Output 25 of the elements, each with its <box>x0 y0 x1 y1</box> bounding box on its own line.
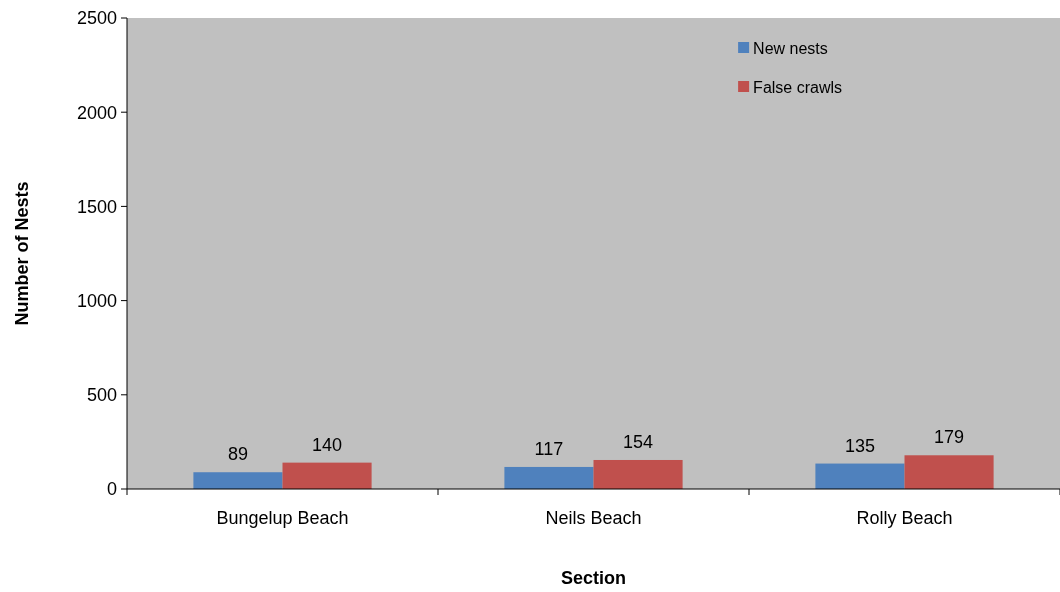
data-label: 135 <box>844 435 875 456</box>
bar <box>593 459 683 489</box>
bar <box>282 462 372 489</box>
y-tick-label: 2000 <box>76 102 117 123</box>
y-tick-label: 2500 <box>76 8 117 29</box>
legend-label: False crawls <box>753 78 843 96</box>
x-tick-label: Rolly Beach <box>856 508 953 528</box>
bar <box>193 472 283 489</box>
y-tick-label: 1500 <box>76 196 117 217</box>
y-tick-label: 0 <box>106 479 117 500</box>
y-axis-title: Number of Nests <box>12 181 32 326</box>
data-label: 140 <box>312 434 343 455</box>
x-axis-title: Section <box>560 568 627 588</box>
y-tick-label: 500 <box>86 385 117 406</box>
y-tick-label: 1000 <box>76 290 117 311</box>
data-label: 154 <box>623 431 654 452</box>
bar <box>904 455 994 489</box>
bar <box>815 463 905 489</box>
data-label: 117 <box>534 438 564 459</box>
data-label: 89 <box>227 444 248 465</box>
bar <box>504 466 594 489</box>
data-label: 179 <box>934 427 965 448</box>
x-tick-label: Bungelup Beach <box>216 508 349 528</box>
legend-label: New nests <box>753 39 828 57</box>
x-tick-label: Neils Beach <box>545 508 642 528</box>
